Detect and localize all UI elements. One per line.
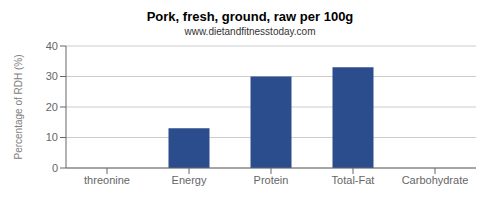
svg-text:30: 30: [46, 70, 58, 82]
svg-text:threonine: threonine: [84, 174, 130, 186]
svg-text:Energy: Energy: [172, 174, 207, 186]
svg-text:Protein: Protein: [254, 174, 289, 186]
svg-text:20: 20: [46, 101, 58, 113]
svg-text:0: 0: [52, 162, 58, 174]
svg-text:Percentage of RDH (%): Percentage of RDH (%): [13, 54, 24, 159]
svg-text:40: 40: [46, 40, 58, 52]
svg-text:Total-Fat: Total-Fat: [332, 174, 375, 186]
svg-text:10: 10: [46, 131, 58, 143]
svg-text:Carbohydrate: Carbohydrate: [402, 174, 469, 186]
html-text:Pork, fresh, ground, raw per 1: Pork, fresh, ground, raw per 100g: [146, 9, 354, 24]
html-text:www.dietandfitnesstoday.com: www.dietandfitnesstoday.com: [184, 26, 316, 37]
